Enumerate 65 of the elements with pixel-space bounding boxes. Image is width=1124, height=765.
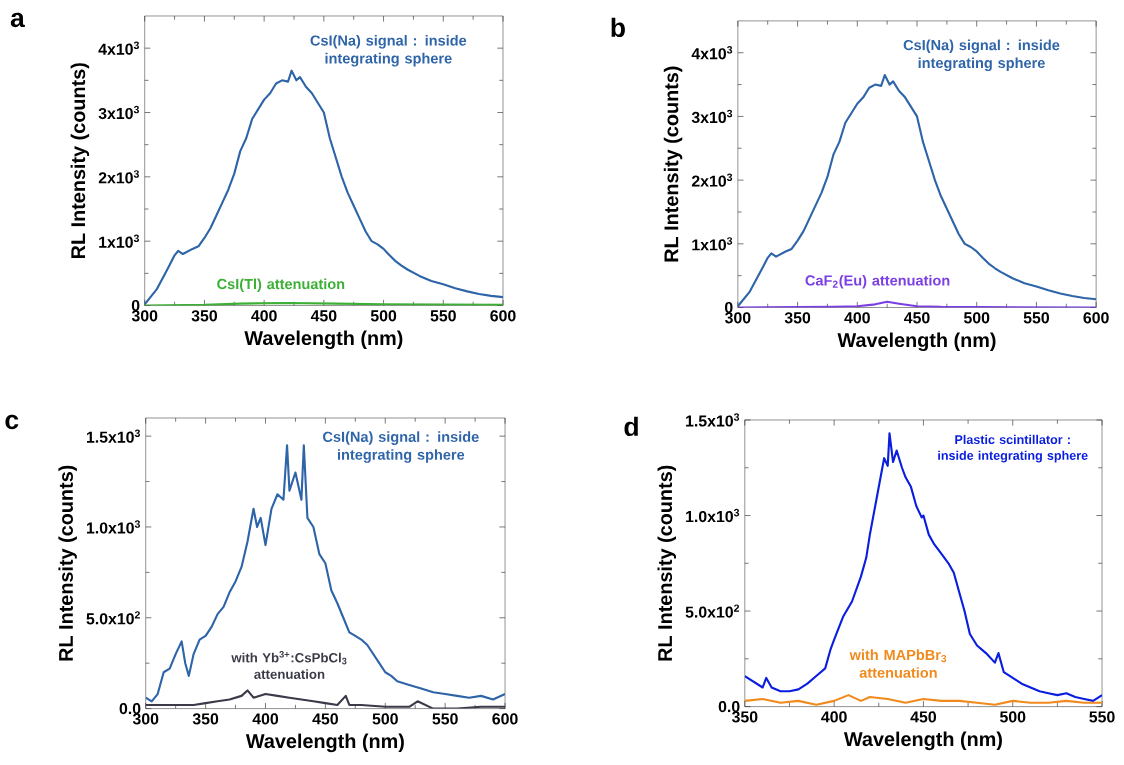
y-tick-label: 5.0x10$^{2}$ xyxy=(685,604,740,618)
x-tick-label: 400 xyxy=(844,312,870,324)
x-axis-title: Wavelength (nm) xyxy=(843,731,1002,751)
x-tick-label: 500 xyxy=(370,310,397,322)
chart-title: c xyxy=(5,414,19,430)
series-label: CaF$_{2}$(Eu) attenuation xyxy=(805,274,950,289)
x-tick-label: 600 xyxy=(1083,312,1109,324)
y-tick-label: 0.0 xyxy=(119,702,141,715)
x-tick-label: 450 xyxy=(312,713,338,725)
y-tick-label: 1.0x10$^{3}$ xyxy=(686,508,740,522)
y-tick-label: 0.0 xyxy=(718,700,740,713)
chart-title: d xyxy=(624,416,638,436)
y-tick-label: 5.0x10$^{2}$ xyxy=(86,610,140,625)
x-tick-label: 350 xyxy=(784,312,811,324)
x-tick-label: 400 xyxy=(821,711,847,723)
x-tick-label: 300 xyxy=(131,310,158,322)
y-tick-label: 1.0x10$^{3}$ xyxy=(86,520,140,534)
y-tick-label: 1x10$^{3}$ xyxy=(692,237,733,251)
chart-title: a xyxy=(10,12,25,28)
y-tick-label: 2x10$^{3}$ xyxy=(98,170,139,184)
y-tick-label: 4x10$^{3}$ xyxy=(691,45,733,60)
y-tick-label: 1.5x10$^{3}$ xyxy=(686,413,740,427)
y-axis-title: RL Intensity (counts) xyxy=(58,465,77,661)
x-tick-label: 550 xyxy=(1023,312,1049,324)
x-axis-title: Wavelength (nm) xyxy=(837,332,996,351)
y-tick-label: 2x10$^{3}$ xyxy=(691,173,733,187)
x-tick-label: 350 xyxy=(192,713,219,725)
x-axis-title: Wavelength (nm) xyxy=(245,733,404,753)
x-tick-label: 500 xyxy=(963,312,990,324)
y-tick-label: 4x10$^{3}$ xyxy=(98,41,139,55)
series-label: CsI(Na) signal : inside integrating sphere xyxy=(903,39,1060,71)
x-tick-label: 400 xyxy=(251,310,277,322)
x-tick-label: 550 xyxy=(430,310,456,322)
x-tick-label: 600 xyxy=(490,310,516,322)
x-tick-label: 500 xyxy=(372,713,398,725)
x-tick-label: 300 xyxy=(725,312,751,324)
line-series xyxy=(744,693,1103,706)
series-label: CsI(Na) signal : inside integrating sphere xyxy=(323,431,479,463)
y-axis-title: RL Intensity (counts) xyxy=(663,66,683,262)
x-tick-label: 450 xyxy=(310,310,337,322)
y-tick-label: 0 xyxy=(131,299,140,311)
y-tick-label: 3x10$^{3}$ xyxy=(98,105,139,120)
y-tick-label: 3x10$^{3}$ xyxy=(691,109,733,123)
x-tick-label: 400 xyxy=(252,713,279,725)
x-axis-title: Wavelength (nm) xyxy=(244,330,403,349)
text: with Yb$^{3+}$:CsPbCl$_{3}$ attenuation xyxy=(231,650,347,679)
y-axis-title: RL Intensity (counts) xyxy=(70,63,90,258)
text: Plastic scintillator : inside integrating sphere xyxy=(938,434,1088,463)
series-label: CsI(Tl) attenuation xyxy=(217,278,345,292)
x-tick-label: 500 xyxy=(1000,711,1026,723)
y-tick-label: 1.5x10$^{3}$ xyxy=(86,429,140,443)
x-tick-label: 450 xyxy=(910,711,937,723)
x-tick-label: 350 xyxy=(191,310,217,322)
series-label: with MAPbBr$_{3}$ attenuation xyxy=(849,649,947,678)
chart-title: b xyxy=(611,17,625,37)
x-tick-label: 450 xyxy=(904,312,930,324)
x-tick-label: 550 xyxy=(1089,711,1115,723)
x-tick-label: 350 xyxy=(731,711,758,723)
x-tick-label: 600 xyxy=(492,713,518,725)
x-tick-label: 300 xyxy=(132,713,159,725)
y-tick-label: 1x10$^{3}$ xyxy=(99,234,139,248)
series-label: CsI(Na) signal : inside integrating sphere xyxy=(310,34,467,67)
y-axis-title: RL Intensity (counts) xyxy=(657,465,677,661)
x-tick-label: 550 xyxy=(432,713,458,725)
y-tick-label: 0 xyxy=(724,301,733,313)
